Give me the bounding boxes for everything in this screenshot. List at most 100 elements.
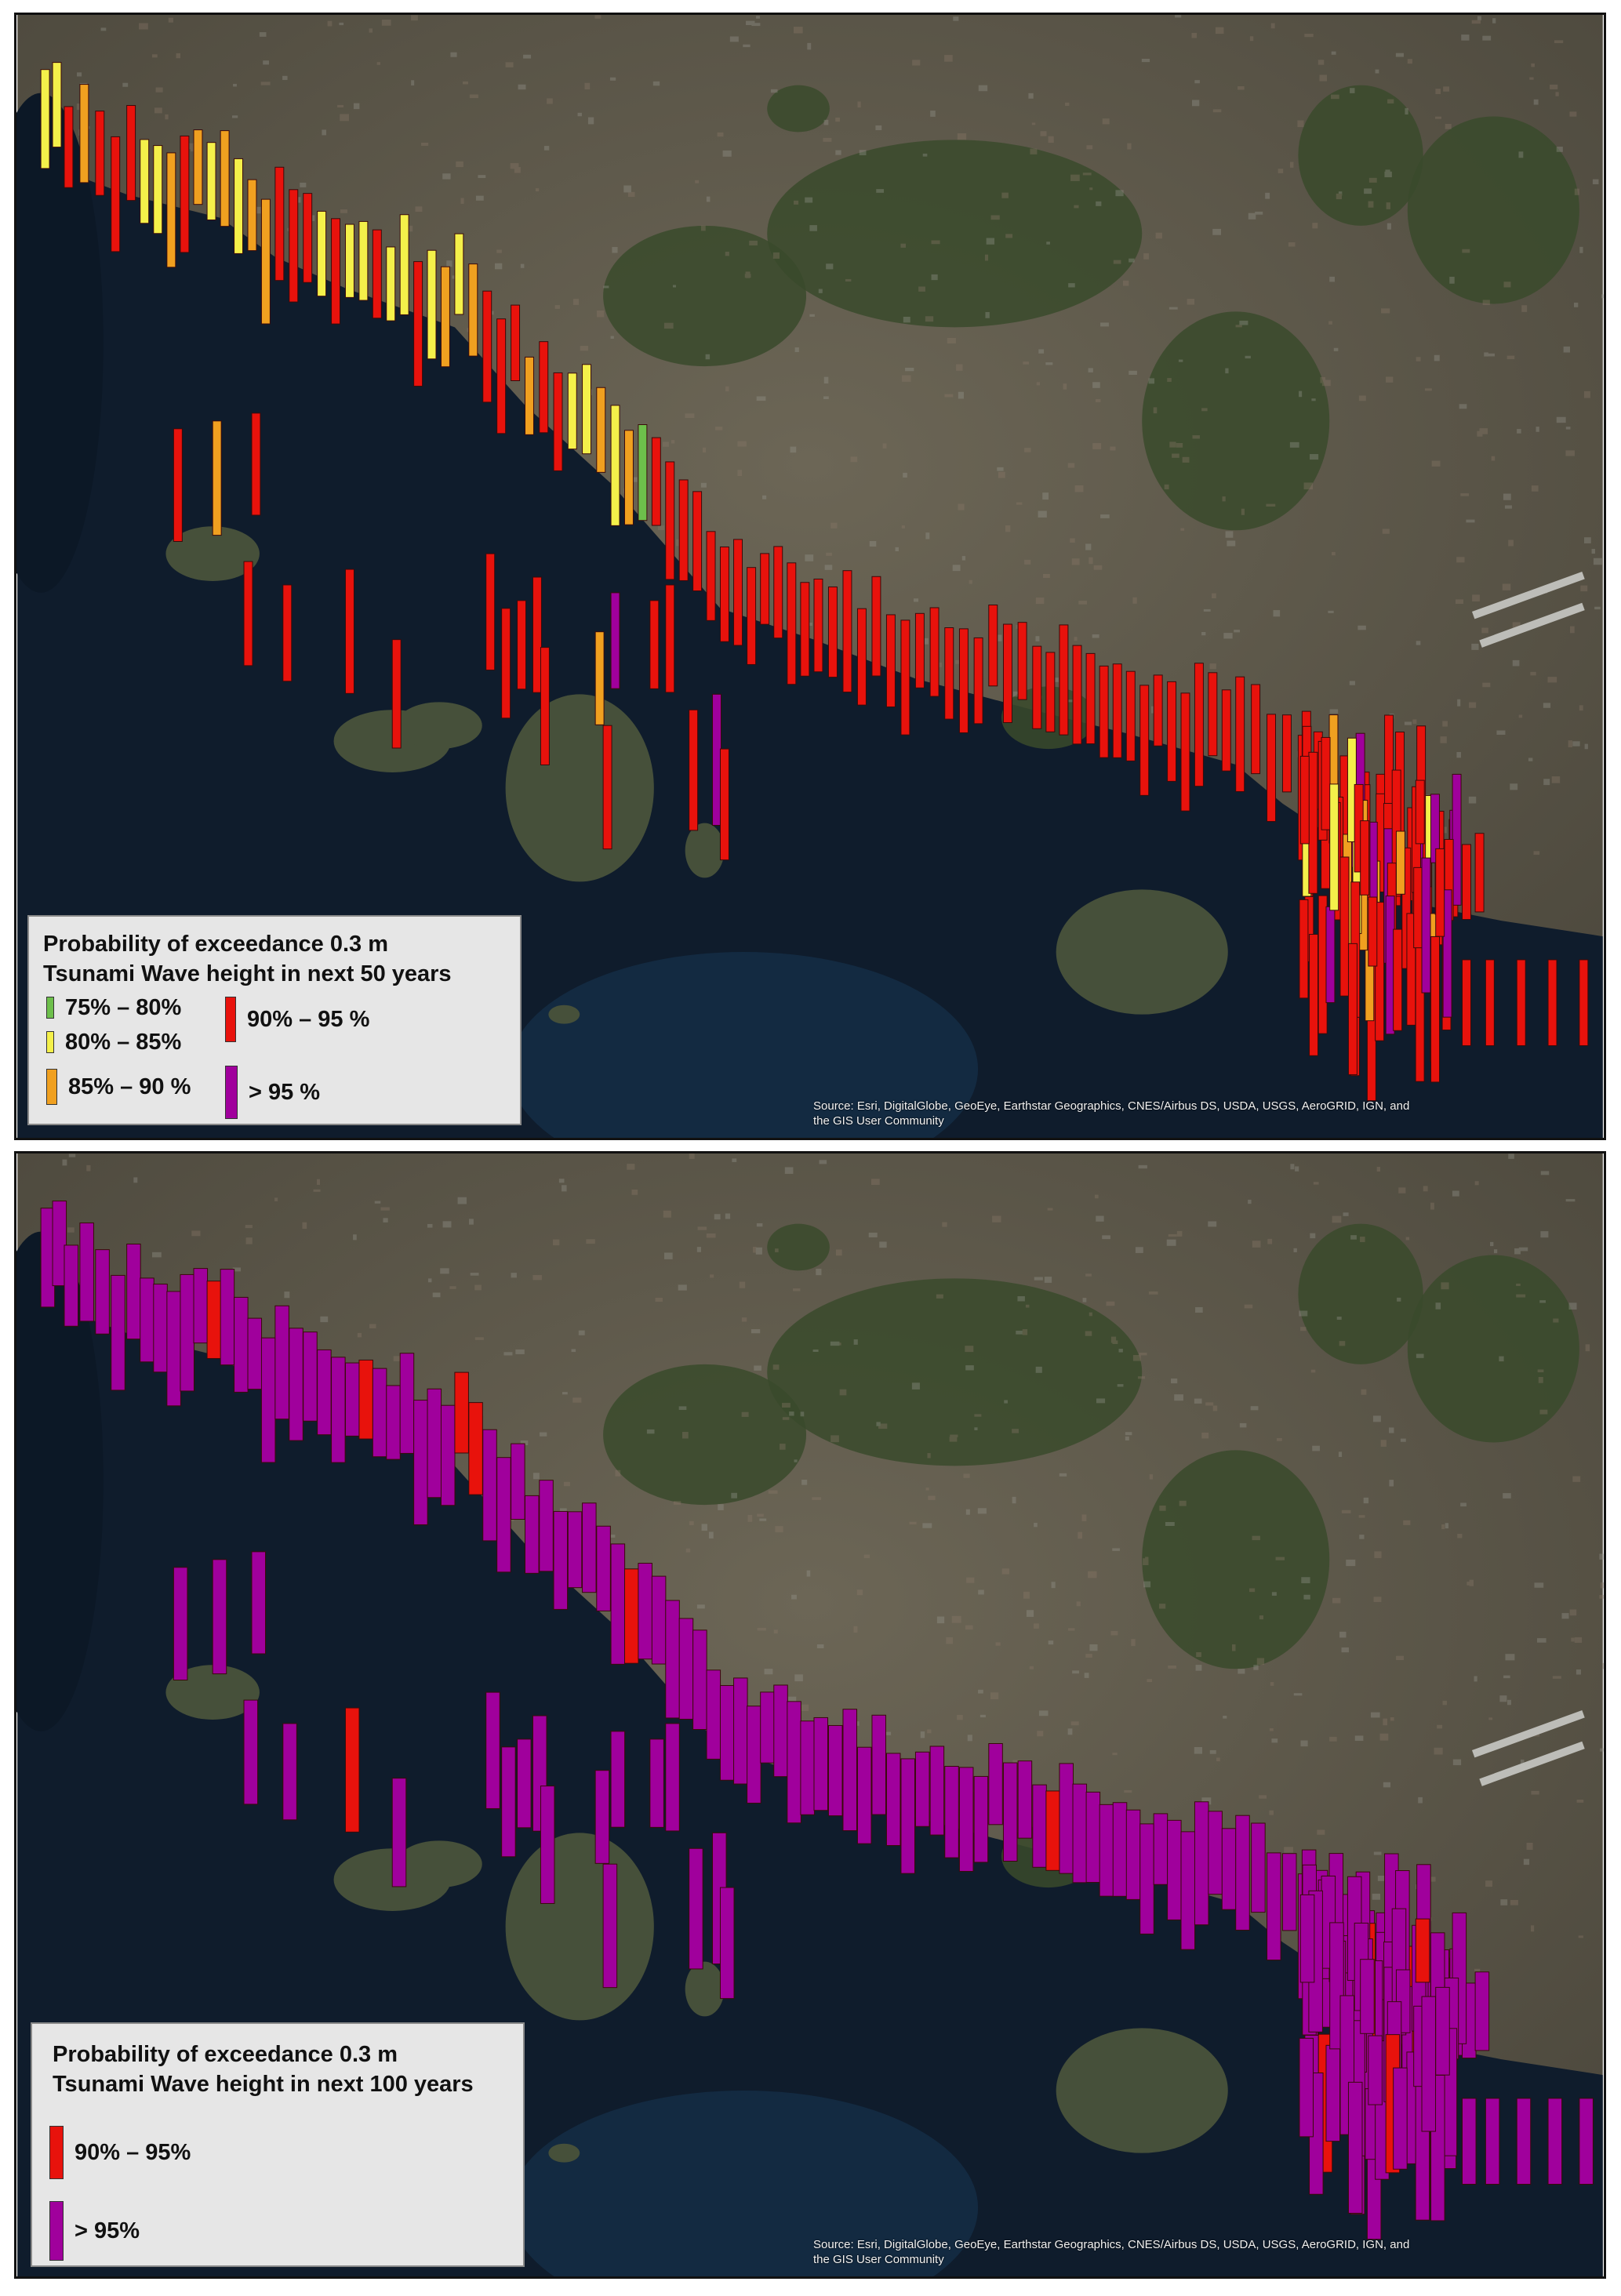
probability-bar <box>1208 1811 1223 1895</box>
probability-bar <box>282 1723 297 1821</box>
probability-bar <box>649 1738 664 1828</box>
probability-bar <box>111 136 121 252</box>
probability-bar <box>1180 1831 1196 1950</box>
probability-bar <box>206 142 216 220</box>
forest-area <box>767 85 830 133</box>
probability-bar <box>610 1543 626 1665</box>
probability-bar <box>610 405 620 526</box>
probability-bar <box>79 84 89 183</box>
island <box>548 1004 580 1024</box>
probability-bar <box>372 229 382 319</box>
probability-bar <box>1251 1822 1266 1913</box>
legend-title-line2: Tsunami Wave height in next 50 years <box>43 961 452 986</box>
probability-bar <box>539 1480 554 1572</box>
probability-bar <box>638 1563 652 1660</box>
probability-bar <box>871 1714 886 1815</box>
legend-swatch <box>49 2126 64 2179</box>
probability-bar <box>1125 1809 1141 1900</box>
probability-bar <box>1112 1802 1128 1897</box>
probability-bar <box>1401 847 1412 969</box>
probability-bar <box>582 1502 597 1593</box>
probability-bar <box>800 582 810 677</box>
probability-bar <box>517 1738 532 1829</box>
probability-bar <box>1032 645 1042 729</box>
probability-bar <box>553 1510 569 1610</box>
probability-bar <box>747 567 757 665</box>
map-panel-50-years: Probability of exceedance 0.3 m Tsunami … <box>14 13 1606 1140</box>
probability-bar <box>126 1243 141 1340</box>
probability-bar <box>665 1723 680 1832</box>
probability-bar <box>251 412 261 516</box>
probability-bar <box>1474 833 1485 913</box>
forest-area <box>767 1223 830 1271</box>
probability-bar <box>929 1746 945 1836</box>
legend-item: 75% – 80% <box>46 994 181 1022</box>
probability-bar <box>1002 1762 1018 1862</box>
probability-bar <box>1430 935 1441 1083</box>
probability-bar <box>511 304 521 381</box>
probability-bar <box>1153 1813 1169 1885</box>
probability-bar <box>1309 934 1319 1056</box>
probability-bar <box>1360 820 1370 896</box>
probability-bar <box>440 1404 456 1506</box>
probability-bar <box>602 1863 618 1989</box>
probability-bar <box>885 1753 901 1846</box>
probability-bar <box>212 420 222 536</box>
probability-bar <box>1339 856 1350 997</box>
probability-bar <box>454 233 464 315</box>
island <box>165 1665 260 1720</box>
probability-bar <box>427 1388 442 1499</box>
probability-bar <box>692 491 703 591</box>
probability-bar <box>344 223 354 298</box>
probability-bar <box>166 152 176 268</box>
probability-bar <box>856 608 867 706</box>
probability-bar <box>525 356 534 435</box>
legend-item: > 95 % <box>225 1066 320 1119</box>
probability-bar <box>649 600 660 689</box>
probability-bar <box>1059 1763 1074 1874</box>
probability-bar <box>1368 2035 1383 2105</box>
probability-bar <box>747 1706 761 1804</box>
sea-area <box>16 93 104 593</box>
probability-bar <box>331 1357 346 1463</box>
probability-bar <box>944 627 954 720</box>
probability-bar <box>1329 783 1339 911</box>
probability-bar <box>1045 1790 1060 1871</box>
probability-bar <box>1139 685 1150 796</box>
probability-bar <box>1547 2098 1563 2185</box>
probability-bar <box>234 1296 249 1393</box>
probability-bar <box>1099 665 1109 758</box>
map-panel-100-years: Probability of exceedance 0.3 m Tsunami … <box>14 1151 1606 2279</box>
probability-bar <box>623 430 634 525</box>
probability-bar <box>193 1268 209 1344</box>
probability-bar <box>1267 1852 1281 1961</box>
probability-bar <box>1281 714 1292 793</box>
forest-area <box>767 1278 1143 1466</box>
probability-bar <box>760 1691 775 1764</box>
probability-bar <box>1325 906 1336 1004</box>
probability-bar <box>427 249 437 360</box>
probability-bar <box>540 1786 555 1904</box>
probability-bar <box>1516 2098 1532 2185</box>
probability-bar <box>594 631 605 725</box>
probability-bar <box>173 428 183 542</box>
probability-bar <box>1579 959 1589 1046</box>
probability-bar <box>260 1337 276 1463</box>
probability-bar <box>1360 1959 1375 2034</box>
probability-bar <box>243 1699 259 1805</box>
probability-bar <box>1375 902 1385 1041</box>
island <box>548 2143 580 2163</box>
probability-bar <box>773 546 783 639</box>
probability-bar <box>303 1331 318 1422</box>
probability-bar <box>1474 1971 1490 2051</box>
island <box>396 1840 482 1888</box>
probability-bar <box>1415 1918 1430 1983</box>
probability-bar <box>440 266 450 368</box>
probability-bar <box>813 578 823 673</box>
sea-area <box>509 2091 979 2276</box>
map-source-attribution: Source: Esri, DigitalGlobe, GeoEye, Eart… <box>813 1099 1410 1128</box>
probability-bar <box>958 628 969 733</box>
probability-bars <box>40 1201 1594 2240</box>
probability-bar <box>1393 928 1403 1031</box>
probability-bar <box>1072 1783 1088 1884</box>
